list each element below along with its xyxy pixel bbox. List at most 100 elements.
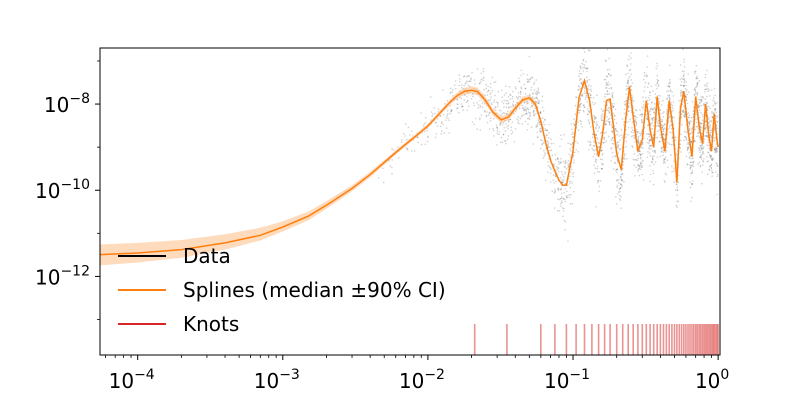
data-point bbox=[608, 117, 611, 120]
data-point bbox=[616, 203, 618, 205]
data-point bbox=[589, 94, 592, 96]
data-point bbox=[557, 167, 559, 169]
data-point bbox=[535, 79, 538, 81]
data-point bbox=[526, 117, 529, 120]
data-point bbox=[682, 111, 685, 113]
data-point bbox=[710, 155, 712, 157]
data-point bbox=[537, 119, 540, 122]
data-point bbox=[466, 95, 468, 98]
data-point bbox=[538, 100, 541, 102]
data-point bbox=[510, 129, 512, 132]
data-point bbox=[670, 103, 672, 106]
data-point bbox=[586, 101, 588, 103]
data-point bbox=[650, 102, 653, 104]
data-point bbox=[710, 121, 712, 123]
data-point bbox=[542, 110, 545, 112]
data-point bbox=[691, 183, 693, 185]
data-point bbox=[630, 73, 633, 76]
data-point bbox=[527, 107, 529, 109]
data-point bbox=[546, 134, 548, 136]
data-point bbox=[645, 133, 648, 136]
data-point bbox=[570, 168, 573, 171]
data-point bbox=[641, 121, 643, 124]
data-point bbox=[486, 94, 489, 96]
data-point bbox=[698, 146, 700, 149]
ci-band-area bbox=[100, 86, 541, 266]
data-point bbox=[533, 83, 535, 85]
data-point bbox=[593, 144, 595, 147]
data-point bbox=[540, 139, 542, 141]
data-point bbox=[662, 162, 665, 164]
data-point bbox=[716, 165, 718, 167]
data-point bbox=[534, 92, 537, 95]
data-point bbox=[712, 97, 715, 99]
data-point bbox=[674, 189, 677, 191]
data-point bbox=[683, 81, 686, 84]
data-point bbox=[654, 96, 657, 99]
data-point bbox=[590, 85, 592, 87]
data-point bbox=[485, 114, 488, 117]
data-point bbox=[691, 171, 694, 173]
data-point bbox=[621, 173, 623, 175]
data-point bbox=[623, 158, 625, 160]
data-point bbox=[567, 163, 569, 165]
data-point bbox=[608, 110, 610, 112]
data-point bbox=[608, 111, 610, 114]
data-point bbox=[560, 205, 562, 207]
data-point bbox=[695, 113, 697, 116]
data-point bbox=[621, 118, 624, 120]
data-point bbox=[544, 118, 546, 121]
data-point bbox=[541, 142, 544, 145]
data-point bbox=[456, 107, 459, 109]
data-point bbox=[623, 112, 625, 115]
data-point bbox=[624, 154, 626, 156]
data-point bbox=[636, 132, 639, 134]
data-point bbox=[641, 153, 644, 155]
data-point bbox=[541, 117, 544, 119]
data-point bbox=[488, 112, 491, 114]
data-point bbox=[642, 137, 645, 140]
data-point bbox=[676, 200, 678, 203]
data-point bbox=[656, 156, 659, 158]
data-point bbox=[570, 194, 572, 196]
data-point bbox=[620, 173, 623, 176]
data-point bbox=[648, 139, 651, 142]
data-point bbox=[525, 110, 527, 112]
data-point bbox=[615, 129, 618, 132]
data-point bbox=[575, 148, 577, 151]
data-point bbox=[509, 94, 512, 96]
data-point bbox=[608, 73, 610, 75]
data-point bbox=[486, 111, 488, 113]
data-point bbox=[524, 87, 527, 90]
data-point bbox=[580, 82, 583, 84]
data-point bbox=[706, 102, 708, 105]
data-point bbox=[711, 159, 714, 161]
data-point bbox=[685, 137, 688, 140]
data-point bbox=[440, 130, 443, 132]
data-point bbox=[700, 111, 702, 114]
data-point bbox=[639, 134, 642, 137]
data-point bbox=[590, 90, 593, 92]
data-point bbox=[690, 161, 692, 164]
data-point bbox=[670, 154, 672, 156]
data-point bbox=[591, 136, 594, 139]
data-point bbox=[663, 159, 665, 162]
data-point bbox=[619, 187, 622, 189]
data-point bbox=[460, 103, 463, 105]
data-point bbox=[561, 207, 564, 209]
data-point bbox=[608, 122, 611, 125]
data-point bbox=[666, 98, 668, 101]
data-point bbox=[713, 127, 716, 129]
data-point bbox=[688, 121, 690, 124]
data-point bbox=[607, 109, 609, 112]
data-point bbox=[700, 155, 702, 157]
data-point bbox=[691, 196, 693, 199]
data-point bbox=[675, 183, 677, 185]
data-point bbox=[569, 202, 572, 205]
data-point bbox=[535, 96, 538, 99]
data-point bbox=[637, 157, 639, 160]
data-point bbox=[709, 134, 711, 136]
data-point bbox=[539, 130, 542, 133]
data-point bbox=[420, 112, 422, 114]
data-point bbox=[702, 160, 704, 162]
